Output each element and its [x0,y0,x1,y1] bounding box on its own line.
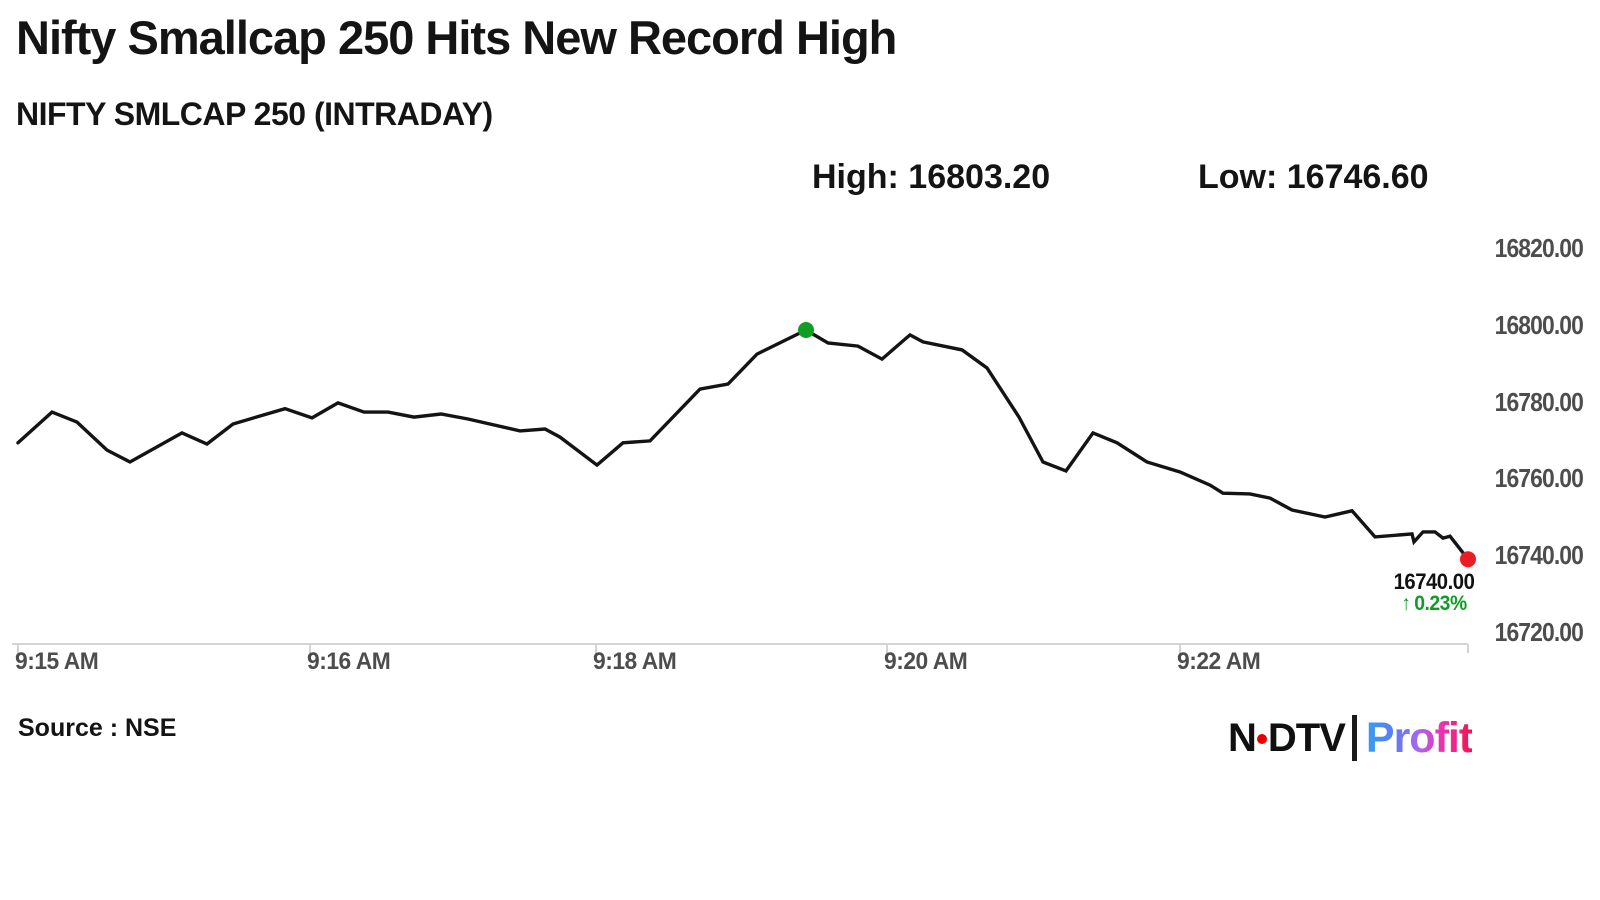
profit-wordmark: Profit [1366,710,1473,766]
page-title: Nifty Smallcap 250 Hits New Record High [16,11,897,64]
y-axis-label: 16760.00 [1494,463,1584,494]
ndtv-logo-dot-icon [1256,734,1267,744]
y-axis-label: 16720.00 [1494,617,1584,647]
ndtv-profit-logo: N DTV Profit [1228,710,1473,766]
change-up-arrow-icon: ↑ [1401,592,1411,615]
peak-marker-dot [798,322,814,338]
x-axis-label: 9:22 AM [1177,648,1261,675]
y-axis-label: 16820.00 [1494,233,1584,263]
ndtv-wordmark-n: N [1228,716,1257,760]
x-axis-label: 9:16 AM [307,648,391,675]
low-value-label: Low: 16746.60 [1198,158,1429,196]
y-axis-label: 16800.00 [1494,309,1584,340]
high-value-label: High: 16803.20 [812,158,1051,196]
x-axis-label: 9:15 AM [15,648,99,675]
y-axis-label: 16780.00 [1494,386,1584,417]
price-line [16,328,1470,561]
last-price-label: 16740.00 [1393,569,1475,594]
chart-subtitle: NIFTY SMLCAP 250 (INTRADAY) [16,96,493,132]
change-percent-badge: ↑ 0.23% [1390,592,1478,616]
last-marker-dot [1460,551,1476,568]
change-percent-label: 0.23% [1414,592,1467,615]
x-axis-label: 9:18 AM [593,648,677,675]
y-axis-label: 16740.00 [1494,540,1584,571]
source-attribution: Source : NSE [18,714,177,742]
x-axis-label: 9:20 AM [884,648,968,675]
ndtv-wordmark-dtv: DTV [1267,716,1346,760]
logo-divider [1351,715,1357,761]
